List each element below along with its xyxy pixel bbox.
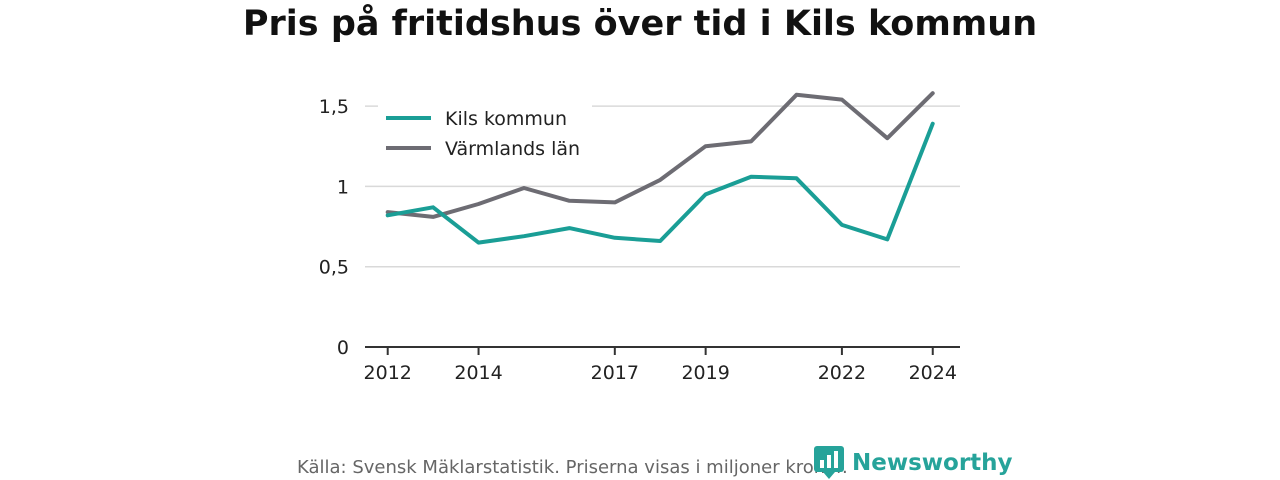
y-tick-label: 0 [337, 337, 349, 359]
chart-title: Pris på fritidshus över tid i Kils kommu… [242, 4, 1038, 44]
series-lines [385, 91, 935, 245]
x-tick-label: 2019 [681, 362, 729, 384]
legend: Kils kommun Värmlands län [378, 100, 592, 166]
source-note: Källa: Svensk Mäklarstatistik. Priserna … [297, 457, 848, 478]
x-axis-tick-labels: 2012 2014 2017 2019 2022 2024 [364, 362, 957, 384]
y-tick-label: 1,5 [319, 96, 349, 118]
legend-label-varmlands-lan: Värmlands län [445, 138, 580, 160]
series-line-varmlands-lan [385, 91, 935, 219]
y-tick-label: 1 [337, 176, 349, 198]
x-tick-label: 2012 [364, 362, 412, 384]
newsworthy-logo-icon [814, 446, 844, 479]
x-tick-label: 2024 [909, 362, 957, 384]
x-tick-label: 2022 [818, 362, 866, 384]
x-tick-label: 2014 [454, 362, 502, 384]
x-axis [365, 346, 960, 355]
brand-name: Newsworthy [852, 450, 1013, 476]
legend-background [378, 100, 592, 166]
x-tick-label: 2017 [591, 362, 639, 384]
series-line-kils-kommun [385, 121, 935, 245]
legend-label-kils-kommun: Kils kommun [445, 108, 567, 130]
brand-logo: Newsworthy [814, 446, 1013, 480]
y-tick-label: 0,5 [319, 257, 349, 279]
y-axis-tick-labels: 0 0,5 1 1,5 [319, 96, 349, 359]
